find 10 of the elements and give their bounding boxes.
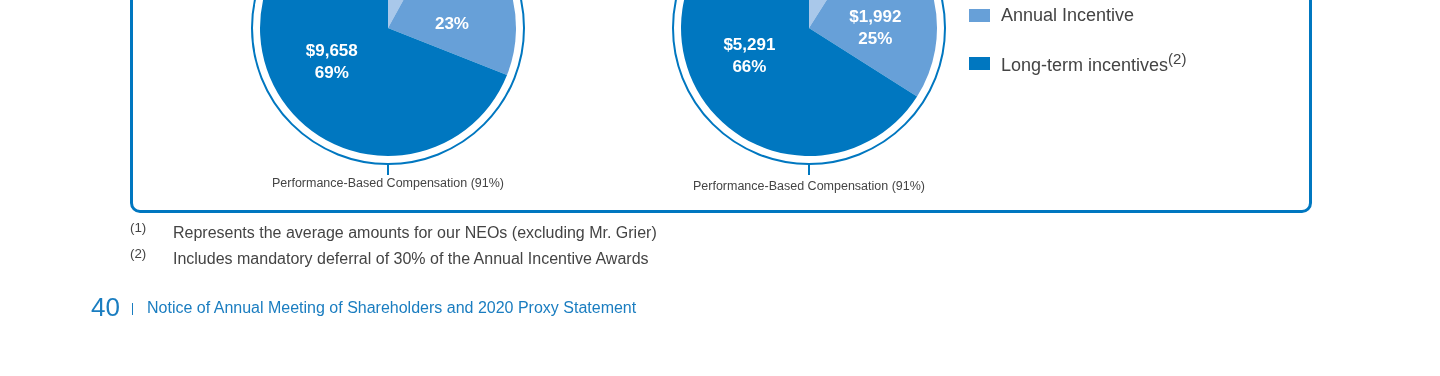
data-label: $5,291 66%	[723, 35, 776, 77]
text: Performance-Based Compensation (91%)	[270, 176, 506, 190]
legend-label: Long-term incentives$^{(2)}$	[1001, 50, 1187, 76]
text: Notice of Annual Meeting of Shareholders and 2020 Proxy Statement	[147, 299, 637, 317]
text: Performance-Based Compensation (91%)	[691, 179, 927, 193]
text: 40	[91, 292, 120, 323]
data-label: $1,992 25%	[849, 6, 902, 48]
data-label: 23%	[434, 13, 469, 33]
legend-label: Annual Incentive	[1001, 5, 1135, 26]
data-label: $9,658 69%	[305, 40, 358, 82]
